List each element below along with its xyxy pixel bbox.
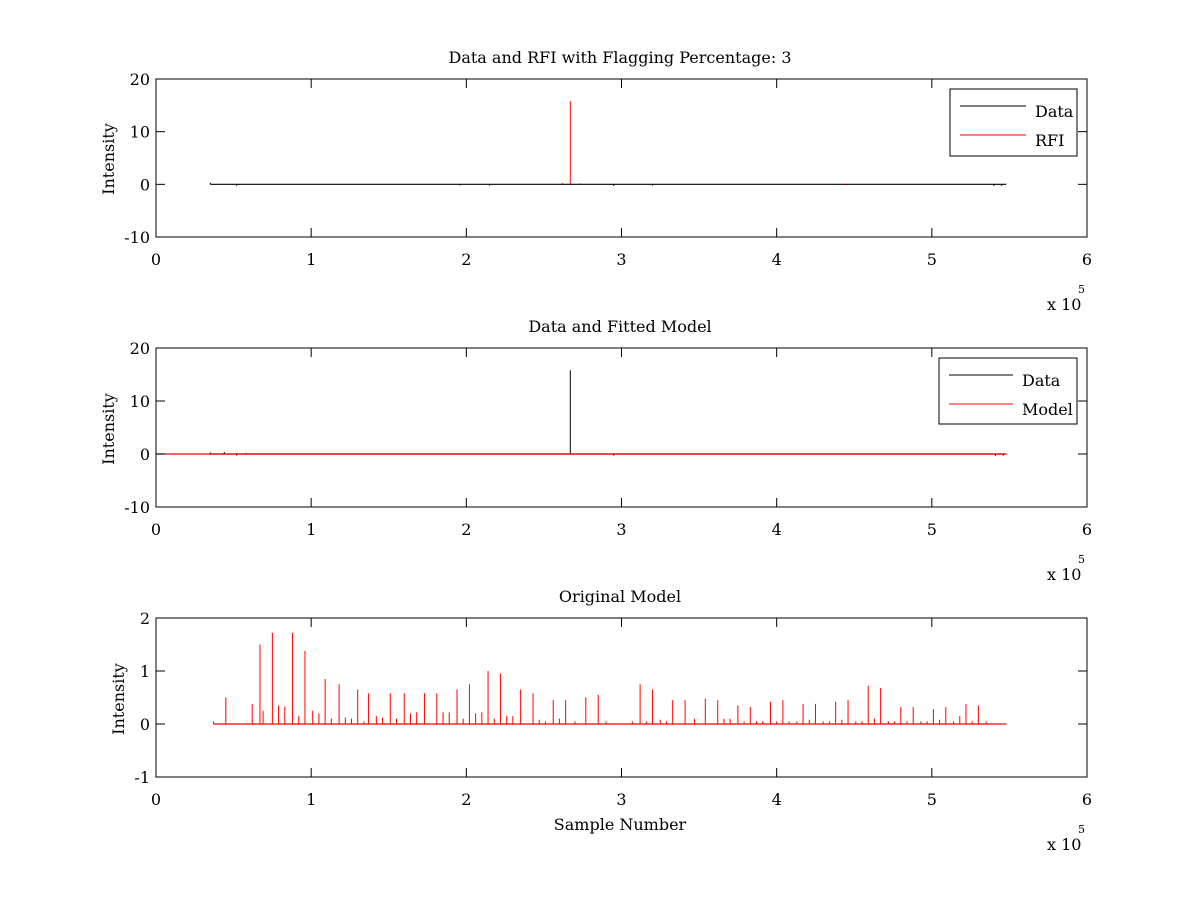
y-tick-label: 1: [140, 662, 150, 681]
panel-2-title: Data and Fitted Model: [528, 317, 711, 336]
panel-2-legend-label-data: Data: [1022, 371, 1061, 390]
y-tick-label: -10: [124, 228, 150, 247]
y-tick-label: 0: [140, 715, 150, 734]
x-tick-label: 5: [927, 520, 937, 539]
x-tick-label: 4: [772, 250, 782, 269]
panel-1-legend-label-data: Data: [1035, 102, 1074, 121]
panel-2-x-multiplier: x 10: [1047, 565, 1081, 584]
panel-3-plot: [212, 632, 1007, 725]
panel-2-ylabel: Intensity: [99, 393, 118, 465]
y-tick-label: 20: [130, 70, 150, 89]
y-tick-label: 20: [130, 339, 150, 358]
panel-1-legend-label-rfi: RFI: [1035, 131, 1064, 150]
panel-1-ylabel: Intensity: [99, 123, 118, 195]
x-tick-label: 1: [306, 250, 316, 269]
x-tick-label: 1: [306, 790, 316, 809]
panel-1-plot: [209, 101, 1007, 186]
y-tick-label: 0: [140, 445, 150, 464]
panel-1-x-multiplier: x 10: [1047, 295, 1081, 314]
panel-2-plot: [156, 370, 1007, 456]
x-tick-label: 5: [927, 250, 937, 269]
panel-3-xlabel: Sample Number: [554, 815, 687, 834]
x-tick-label: 2: [461, 790, 471, 809]
x-tick-label: 5: [927, 790, 937, 809]
panel-3-x-exponent: 5: [1078, 823, 1085, 836]
x-tick-label: 6: [1082, 250, 1092, 269]
x-tick-label: 3: [616, 790, 626, 809]
x-tick-label: 0: [151, 250, 161, 269]
panel-1-legend: Data RFI: [949, 88, 1078, 157]
y-tick-label: 10: [130, 392, 150, 411]
panel-1-x-exponent: 5: [1078, 283, 1085, 296]
x-tick-label: 0: [151, 520, 161, 539]
panel-2-legend-box: [938, 357, 1078, 425]
x-tick-label: 0: [151, 790, 161, 809]
panel-3-title: Original Model: [559, 587, 681, 606]
x-tick-label: 2: [461, 520, 471, 539]
x-tick-label: 2: [461, 250, 471, 269]
panel-1: Data and RFI with Flagging Percentage: 3…: [99, 48, 1092, 314]
panel-3-ylabel: Intensity: [109, 663, 128, 735]
panel-2: Data and Fitted Model Intensity 0 1 2 3 4 5 6 -…: [99, 317, 1092, 584]
y-tick-label: 10: [130, 123, 150, 142]
x-tick-label: 6: [1082, 520, 1092, 539]
panel-1-title: Data and RFI with Flagging Percentage: 3: [448, 48, 791, 67]
x-tick-label: 4: [772, 790, 782, 809]
y-tick-label: -10: [124, 498, 150, 517]
y-tick-label: 2: [140, 609, 150, 628]
panel-1-legend-box: [949, 88, 1078, 157]
y-tick-label: -1: [134, 768, 150, 787]
y-tick-label: 0: [140, 175, 150, 194]
x-tick-label: 1: [306, 520, 316, 539]
panel-2-legend: Data Model: [938, 357, 1078, 425]
panel-3-x-multiplier: x 10: [1047, 835, 1081, 854]
panel-3: Original Model Intensity Sample Number 0…: [109, 587, 1092, 854]
panel-2-legend-label-model: Model: [1022, 400, 1073, 419]
panel-2-x-exponent: 5: [1078, 553, 1085, 566]
x-tick-label: 6: [1082, 790, 1092, 809]
x-tick-label: 4: [772, 520, 782, 539]
x-tick-label: 3: [616, 250, 626, 269]
x-tick-label: 3: [616, 520, 626, 539]
